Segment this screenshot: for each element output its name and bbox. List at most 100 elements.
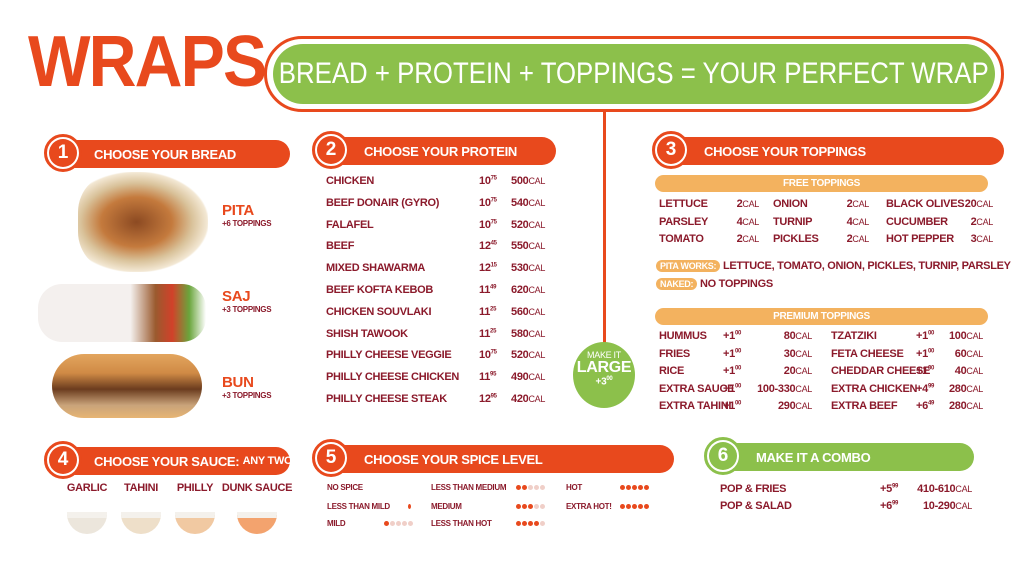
free-topping-item[interactable]: HOT PEPPER 3cal bbox=[886, 233, 993, 245]
free-topping-item[interactable]: PARSLEY 4cal bbox=[659, 216, 759, 228]
spice-level-label[interactable]: LESS THAN MEDIUM bbox=[431, 483, 507, 492]
section-header-spice: CHOOSE YOUR SPICE LEVEL bbox=[318, 445, 674, 473]
premium-topping-item[interactable]: EXTRA BEEF +649 280cal bbox=[831, 400, 983, 412]
combo-row[interactable]: POP & FRIES +599 410-610cal bbox=[720, 483, 972, 495]
spice-dot bbox=[528, 504, 533, 509]
premium-topping-item[interactable]: CHEDDAR CHEESE +100 40cal bbox=[831, 365, 983, 377]
free-topping-item[interactable]: ONION 2cal bbox=[773, 198, 869, 210]
section-number-2: 2 bbox=[312, 131, 350, 169]
price-cents: 99 bbox=[891, 500, 899, 507]
topping-name: PARSLEY bbox=[659, 215, 709, 228]
spice-level-label[interactable]: HOT bbox=[566, 483, 582, 492]
calorie-value: 4 bbox=[846, 215, 853, 228]
spice-level-label[interactable]: MEDIUM bbox=[431, 502, 462, 511]
spice-level-label[interactable]: NO SPICE bbox=[327, 483, 363, 492]
premium-topping-item[interactable]: HUMMUS +100 80cal bbox=[659, 330, 812, 342]
free-topping-item[interactable]: BLACK OLIVES 20cal bbox=[886, 198, 993, 210]
price: +100 bbox=[916, 365, 934, 377]
protein-row[interactable]: BEEF KOFTA KEBOB 1149 620cal bbox=[326, 284, 548, 296]
large-price: +300 bbox=[573, 376, 635, 387]
price-cents: 75 bbox=[490, 349, 497, 356]
calorie-unit: cal bbox=[955, 484, 972, 494]
free-topping-item[interactable]: CUCUMBER 2cal bbox=[886, 216, 993, 228]
calories: 40cal bbox=[955, 365, 984, 377]
calories: 580cal bbox=[511, 328, 545, 340]
free-topping-item[interactable]: TOMATO 2cal bbox=[659, 233, 759, 245]
pita-works-line: PITA WORKS: LETTUCE, TOMATO, ONION, PICK… bbox=[656, 260, 1011, 272]
premium-topping-item[interactable]: FRIES +100 30cal bbox=[659, 348, 812, 360]
spice-level-label[interactable]: EXTRA HOT! bbox=[566, 502, 612, 511]
price: +599 bbox=[880, 483, 898, 495]
spice-dot bbox=[396, 521, 401, 526]
protein-row[interactable]: BEEF DONAIR (GYRO) 1075 540cal bbox=[326, 197, 548, 209]
calories: 620cal bbox=[511, 284, 545, 296]
spice-dot bbox=[390, 521, 395, 526]
price-dollars: +1 bbox=[723, 365, 735, 377]
price: 1295 bbox=[479, 393, 497, 405]
protein-row[interactable]: SHISH TAWOOK 1125 580cal bbox=[326, 328, 548, 340]
price-cents: 49 bbox=[490, 284, 497, 291]
bread-toppings: +3 TOPPINGS bbox=[222, 391, 272, 400]
calories: 520cal bbox=[511, 219, 545, 231]
premium-topping-item[interactable]: FETA CHEESE +100 60cal bbox=[831, 348, 983, 360]
bread-option-pita[interactable]: PITA +6 TOPPINGS bbox=[222, 202, 272, 228]
sauce-option[interactable]: TAHINI bbox=[112, 482, 170, 494]
price-dollars: 10 bbox=[479, 218, 491, 231]
pita-works-tag: PITA WORKS: bbox=[656, 260, 721, 272]
premium-topping-item[interactable]: EXTRA TAHINI +100 290cal bbox=[659, 400, 812, 412]
sauce-cup-image bbox=[121, 512, 161, 534]
naked-line: NAKED: NO TOPPINGS bbox=[656, 278, 773, 290]
section-number-text: 5 bbox=[317, 444, 345, 472]
section-header-protein: CHOOSE YOUR PROTEIN bbox=[318, 137, 556, 165]
calories: 20cal bbox=[965, 198, 994, 210]
spice-level-label[interactable]: LESS THAN MILD bbox=[327, 502, 390, 511]
protein-row[interactable]: BEEF 1245 550cal bbox=[326, 240, 548, 252]
spice-level-label[interactable]: LESS THAN HOT bbox=[431, 519, 492, 528]
calories: 100-330cal bbox=[757, 383, 812, 395]
calorie-value: 410-610 bbox=[917, 483, 956, 495]
calorie-value: 280 bbox=[948, 400, 967, 412]
calorie-value: 2 bbox=[846, 233, 853, 245]
free-topping-item[interactable]: TURNIP 4cal bbox=[773, 216, 869, 228]
calorie-value: 550 bbox=[511, 240, 529, 253]
protein-row[interactable]: MIXED SHAWARMA 1215 530cal bbox=[326, 262, 548, 274]
make-it-large-badge[interactable]: MAKE IT LARGE +300 bbox=[573, 342, 635, 408]
section-number-text: 2 bbox=[317, 136, 345, 164]
price: 1075 bbox=[479, 219, 497, 231]
protein-row[interactable]: CHICKEN 1075 500cal bbox=[326, 175, 548, 187]
premium-topping-item[interactable]: TZATZIKI +100 100cal bbox=[831, 330, 983, 342]
premium-topping-item[interactable]: EXTRA CHICKEN +499 280cal bbox=[831, 383, 983, 395]
spice-level-label[interactable]: MILD bbox=[327, 519, 346, 528]
calorie-unit: cal bbox=[528, 241, 546, 252]
sauce-option[interactable]: DUNK SAUCE bbox=[221, 482, 293, 494]
calories: 2cal bbox=[737, 198, 760, 210]
combo-row[interactable]: POP & SALAD +699 10-290cal bbox=[720, 500, 972, 512]
calorie-unit: cal bbox=[528, 306, 546, 317]
protein-row[interactable]: PHILLY CHEESE VEGGIE 1075 520cal bbox=[326, 349, 548, 361]
spice-dot bbox=[534, 485, 539, 490]
protein-row[interactable]: CHICKEN SOUVLAKI 1125 560cal bbox=[326, 306, 548, 318]
premium-topping-item[interactable]: RICE +100 20cal bbox=[659, 365, 812, 377]
sauce-cup-image bbox=[175, 512, 215, 534]
free-topping-item[interactable]: LETTUCE 2cal bbox=[659, 198, 759, 210]
calories: 540cal bbox=[511, 197, 545, 209]
bread-option-bun[interactable]: BUN +3 TOPPINGS bbox=[222, 374, 272, 400]
premium-topping-item[interactable]: EXTRA SAUCE +100 100-330cal bbox=[659, 383, 812, 395]
price-dollars: 10 bbox=[479, 196, 491, 209]
protein-row[interactable]: FALAFEL 1075 520cal bbox=[326, 219, 548, 231]
sauce-option[interactable]: PHILLY bbox=[166, 482, 224, 494]
protein-row[interactable]: PHILLY CHEESE CHICKEN 1195 490cal bbox=[326, 371, 548, 383]
calorie-value: 2 bbox=[970, 215, 977, 228]
free-topping-item[interactable]: PICKLES 2cal bbox=[773, 233, 869, 245]
price: +499 bbox=[916, 383, 934, 395]
calorie-unit: cal bbox=[528, 285, 546, 295]
price: +100 bbox=[916, 348, 934, 360]
sauce-option[interactable]: GARLIC bbox=[58, 482, 116, 494]
protein-row[interactable]: PHILLY CHEESE STEAK 1295 420cal bbox=[326, 393, 548, 405]
price: 1195 bbox=[479, 371, 496, 383]
price-cents: 49 bbox=[927, 400, 935, 407]
topping-name: LETTUCE bbox=[659, 198, 708, 210]
calorie-unit: cal bbox=[966, 401, 983, 411]
bread-option-saj[interactable]: SAJ +3 TOPPINGS bbox=[222, 288, 272, 314]
section-number-4: 4 bbox=[44, 441, 82, 479]
